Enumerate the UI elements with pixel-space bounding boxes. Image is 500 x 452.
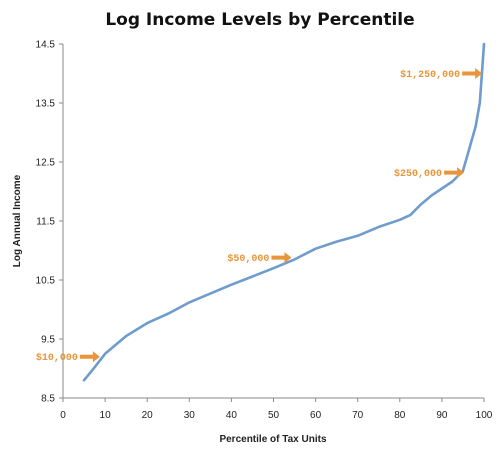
annotation-label: $10,000: [36, 352, 78, 364]
x-tick-label: 10: [100, 410, 112, 421]
y-axis-title: Log Annual Income: [12, 174, 23, 267]
annotation: $250,000: [394, 167, 465, 180]
x-tick-label: 60: [310, 410, 322, 421]
y-tick-label: 11.5: [36, 217, 55, 228]
y-tick-label: 10.5: [36, 276, 56, 287]
x-tick-label: 50: [268, 410, 280, 421]
annotation-label: $50,000: [227, 253, 269, 265]
x-tick-label: 100: [476, 410, 493, 421]
y-tick-label: 9.5: [41, 335, 55, 346]
annotation-arrow: [79, 351, 100, 363]
annotation: $50,000: [227, 252, 292, 265]
x-tick-label: 30: [184, 410, 196, 421]
axes: [59, 43, 485, 402]
annotation-arrow: [444, 167, 465, 179]
y-tick-label: 12.5: [36, 158, 56, 169]
y-tick-label: 14.5: [36, 40, 56, 51]
y-tick-label: 13.5: [36, 99, 56, 110]
x-tick-label: 70: [352, 410, 364, 421]
annotation: $1,250,000: [400, 68, 483, 81]
annotation-label: $250,000: [394, 168, 442, 180]
annotations: $10,000 $50,000 $250,000 $1,250,000: [36, 68, 483, 364]
annotation: $10,000: [36, 351, 100, 364]
series-group: [82, 42, 486, 382]
chart-title: Log Income Levels by Percentile: [105, 10, 414, 30]
x-tick-label: 0: [60, 410, 66, 421]
annotation-label: $1,250,000: [400, 69, 460, 81]
x-tick-label: 90: [436, 410, 448, 421]
x-tick-label: 80: [394, 410, 406, 421]
annotation-arrow: [462, 68, 483, 79]
x-tick-label: 20: [142, 410, 154, 421]
y-tick-label: 8.5: [41, 394, 55, 405]
x-axis-title: Percentile of Tax Units: [219, 434, 327, 445]
tick-labels: 8.5 9.5 10.5 11.5 12.5 13.5 14.5 0 10 20 30 40 50 60 7…: [36, 40, 493, 422]
income-series-line: [82, 42, 486, 382]
annotation-arrow: [271, 252, 292, 264]
x-tick-label: 40: [226, 410, 238, 421]
